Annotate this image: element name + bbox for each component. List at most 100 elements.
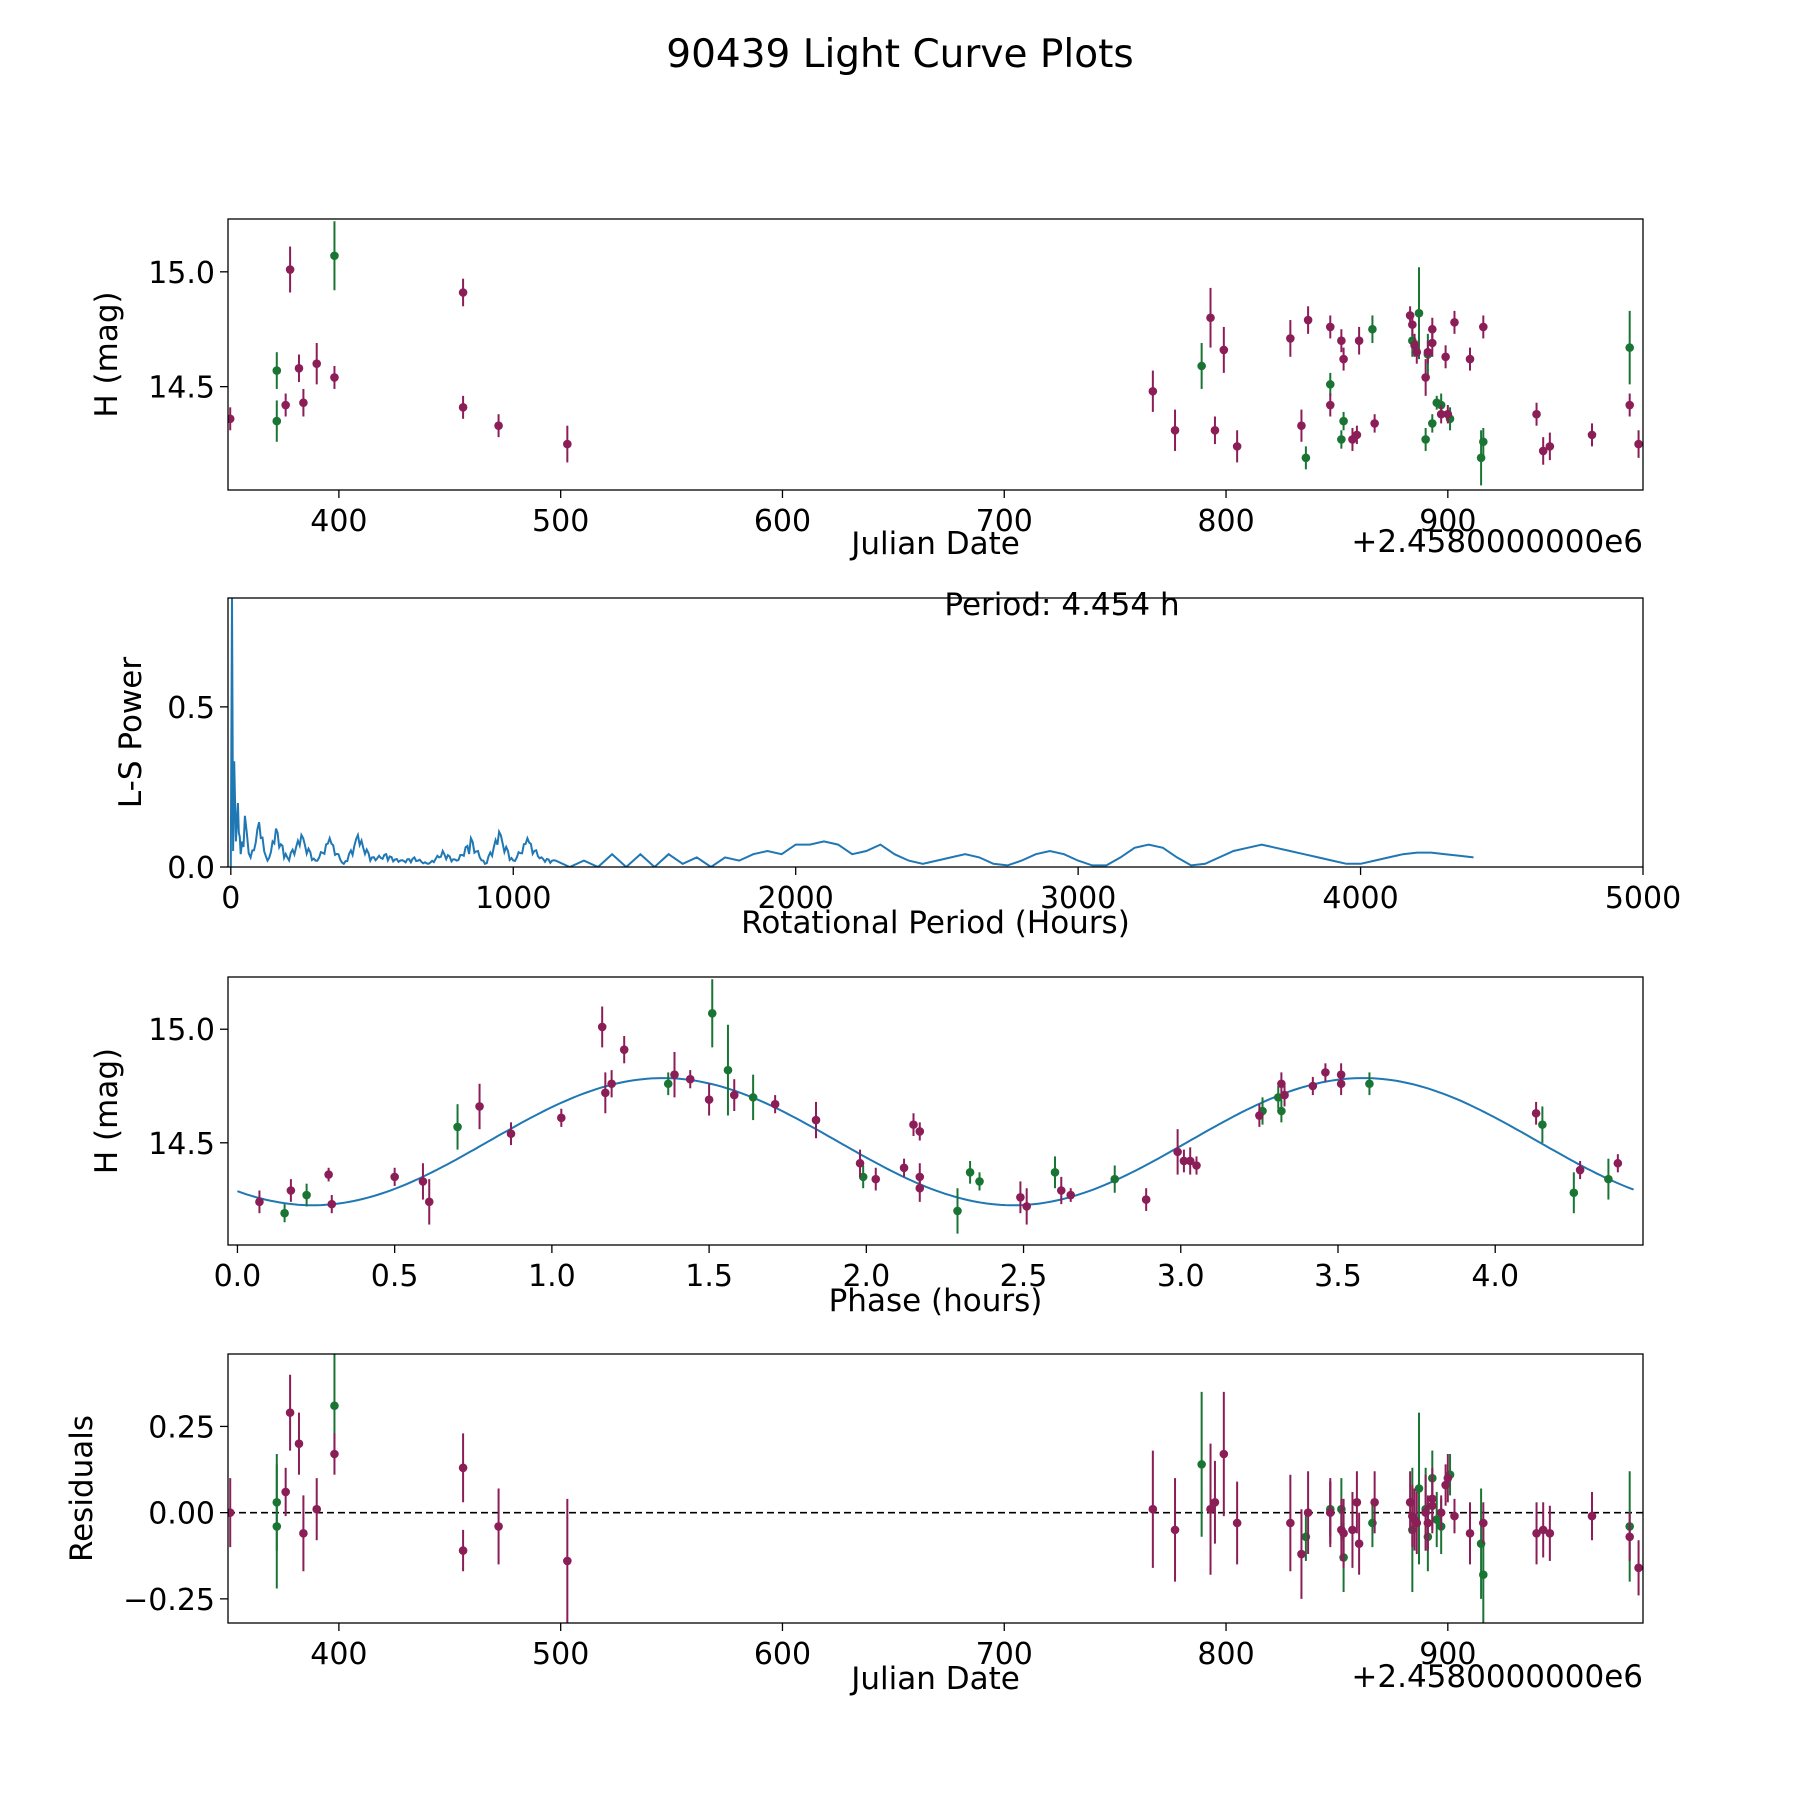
data-point <box>506 1129 516 1139</box>
data-point <box>1423 347 1433 357</box>
data-point <box>458 1463 468 1473</box>
plot-area <box>228 1354 1643 1623</box>
data-point <box>953 1206 962 1216</box>
data-point <box>1170 1525 1180 1535</box>
x-tick-label: 700 <box>976 504 1033 539</box>
data-point <box>281 400 290 410</box>
plot-area <box>237 979 1634 1234</box>
data-point <box>494 1522 503 1531</box>
data-point <box>1354 336 1364 346</box>
x-tick-label: 3000 <box>1040 881 1116 916</box>
axes-frame <box>227 976 1644 1246</box>
data-point <box>494 421 503 430</box>
data-point <box>685 1074 695 1084</box>
period-annotation: Period: 4.454 h <box>944 587 1179 623</box>
data-point <box>312 359 322 368</box>
data-point <box>1016 1193 1025 1202</box>
data-point <box>327 1199 337 1209</box>
data-point <box>1476 453 1486 463</box>
data-point <box>475 1102 484 1111</box>
data-point <box>1432 1515 1442 1524</box>
data-point <box>1412 1518 1422 1528</box>
data-point <box>1232 442 1242 451</box>
data-point <box>601 1088 610 1098</box>
x-tick-label: 4000 <box>1322 881 1398 916</box>
data-point <box>1545 442 1555 451</box>
data-point <box>909 1120 918 1129</box>
data-point <box>748 1093 758 1102</box>
data-point <box>1206 313 1215 323</box>
data-point <box>670 1070 679 1079</box>
data-point <box>285 265 295 274</box>
data-point <box>330 373 339 382</box>
data-point <box>1368 324 1377 334</box>
data-point <box>607 1079 616 1089</box>
x-tick-label: 2.0 <box>842 1259 890 1294</box>
data-point <box>1206 1504 1215 1514</box>
data-point <box>1219 345 1229 355</box>
data-point <box>228 1508 235 1517</box>
data-point <box>770 1099 780 1109</box>
phase-folded-panel: 0.0 0.5 1.0 1.5 2.0 2.5 3.0 3.5 4.0 14.5 15.0 Phase… <box>89 976 1644 1319</box>
data-point <box>1056 1186 1066 1195</box>
axis-offset-label: +2.4580000000e6 <box>1351 524 1643 560</box>
data-point <box>563 439 572 449</box>
data-point <box>871 1174 881 1184</box>
x-tick-label: 900 <box>1419 504 1476 539</box>
figure-title: 90439 Light Curve Plots <box>666 32 1133 77</box>
x-tick-label: 0.0 <box>214 1259 262 1294</box>
x-tick-label: 900 <box>1419 1637 1476 1672</box>
data-point <box>1443 409 1453 419</box>
data-point <box>1625 343 1634 352</box>
data-point <box>563 1556 572 1566</box>
data-point <box>915 1127 925 1136</box>
x-tick-label: 0 <box>221 881 240 916</box>
data-point <box>1352 1497 1362 1507</box>
data-point <box>1538 1120 1547 1129</box>
x-tick-label: 2.5 <box>1000 1259 1048 1294</box>
x-tick-label: 5000 <box>1605 881 1681 916</box>
data-point <box>663 1079 673 1089</box>
data-point <box>1479 437 1488 447</box>
data-point <box>1297 1549 1306 1559</box>
series-r <box>228 1374 1643 1623</box>
data-point <box>330 1401 339 1411</box>
x-tick-label: 1000 <box>475 881 551 916</box>
data-point <box>312 1504 322 1514</box>
y-tick-label: 14.5 <box>148 1127 215 1162</box>
data-point <box>1428 419 1437 428</box>
data-point <box>453 1122 462 1132</box>
data-point <box>899 1163 909 1173</box>
data-point <box>1428 1501 1437 1511</box>
x-axis-label: Phase (hours) <box>829 1283 1043 1319</box>
data-point <box>1179 1156 1189 1166</box>
data-point <box>1414 308 1424 318</box>
data-point <box>1421 435 1430 444</box>
x-axis-label: Julian Date <box>849 526 1020 562</box>
data-point <box>324 1170 333 1179</box>
data-point <box>1428 338 1437 348</box>
data-point <box>1277 1106 1286 1116</box>
data-point <box>704 1095 714 1104</box>
model-curve <box>237 1077 1634 1207</box>
series-r <box>228 246 1643 465</box>
data-point <box>1604 1174 1613 1184</box>
plot-area <box>228 221 1643 486</box>
periodogram-panel: 0 1000 2000 3000 4000 5000 0.0 0.5 Rotational Pe… <box>113 587 1681 941</box>
data-point <box>1286 334 1295 343</box>
data-point <box>915 1183 925 1193</box>
data-point <box>707 1009 717 1018</box>
data-point <box>1321 1068 1330 1077</box>
data-point <box>1173 1147 1182 1157</box>
data-point <box>228 414 235 424</box>
data-point <box>1050 1168 1060 1177</box>
residuals-panel: 400 500 600 700 800 900 −0.25 0.00 0.25 Julian Da… <box>64 1353 1644 1697</box>
axes-frame <box>227 1353 1644 1624</box>
data-point <box>1185 1156 1195 1166</box>
data-point <box>299 398 308 408</box>
y-axis-label: H (mag) <box>89 291 125 417</box>
data-point <box>1022 1202 1031 1211</box>
data-point <box>1545 1529 1555 1538</box>
y-tick-label: 0.5 <box>167 691 215 726</box>
x-tick-label: 600 <box>754 1637 811 1672</box>
